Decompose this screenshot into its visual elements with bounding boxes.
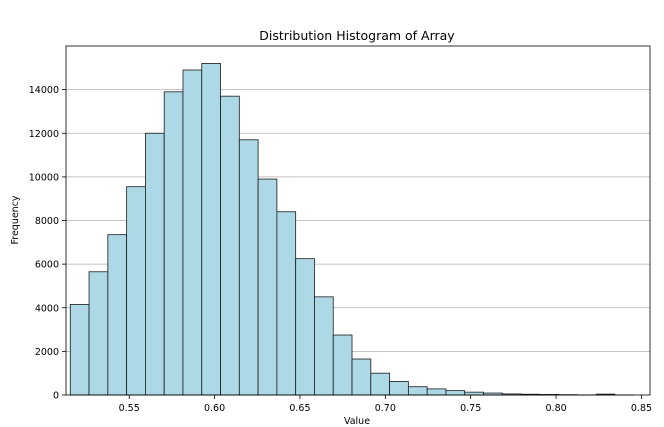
histogram-bar [332,334,353,396]
y-tick-label: 0 [53,391,59,402]
histogram-bar [182,69,203,396]
y-tick-label: 12000 [29,129,59,140]
y-axis: 0 2000 4000 6000 8000 10000 12000 14000 [29,85,66,402]
histogram-bar [314,296,334,396]
histogram-bar [88,271,109,396]
y-tick-label: 10000 [29,172,59,183]
x-tick-label: 0.60 [204,403,225,414]
bars-layer [69,63,635,396]
y-tick-label: 14000 [29,85,59,96]
y-tick-label: 6000 [35,260,59,271]
x-tick-label: 0.70 [375,403,396,414]
histogram-bar [276,211,297,396]
x-tick-label: 0.75 [460,403,481,414]
x-tick-label: 0.65 [289,403,310,414]
histogram-bar [389,381,409,396]
histogram-bar [126,186,146,396]
histogram-bar [201,63,221,396]
histogram-bar [238,139,259,396]
histogram-bar [107,234,128,396]
x-axis: 0.55 0.60 0.65 0.70 0.75 0.80 0.85 [119,395,652,414]
x-tick-label: 0.80 [546,403,567,414]
chart-title: Distribution Histogram of Array [259,28,455,43]
histogram-bar [145,132,165,396]
x-axis-label: Value [344,416,370,427]
y-axis-label: Frequency [10,195,21,244]
histogram-bar [464,391,484,396]
histogram-bar [407,386,428,396]
histogram-bar [445,390,466,396]
histogram-bar [163,91,184,396]
histogram-bar [426,388,447,396]
y-tick-label: 2000 [35,347,59,358]
histogram-bar [370,372,390,396]
y-tick-label: 8000 [35,216,59,227]
x-tick-label: 0.85 [631,403,652,414]
histogram-bar [69,304,90,396]
histogram-bar [257,178,278,396]
histogram-bar [220,95,240,396]
y-tick-label: 4000 [35,303,59,314]
histogram-bar [295,258,315,396]
x-tick-label: 0.55 [119,403,140,414]
histogram-bar [351,358,372,396]
